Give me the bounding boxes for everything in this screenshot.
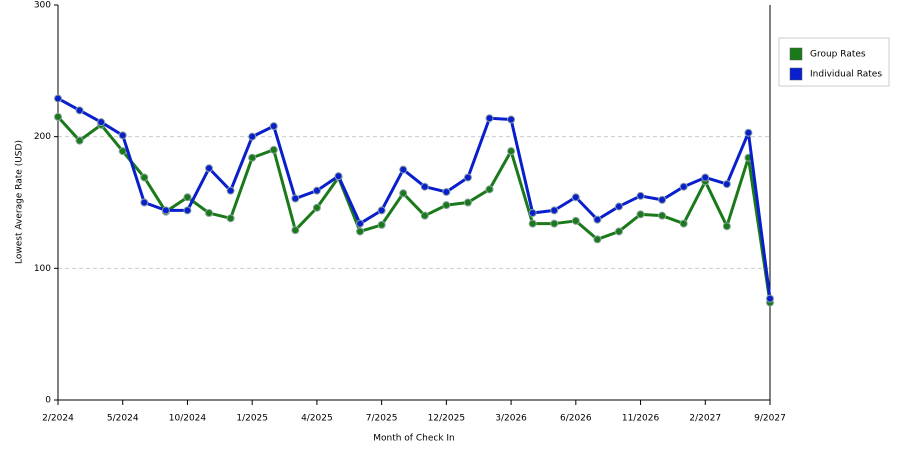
point	[183, 206, 192, 215]
x-tick-label: 6/2026	[560, 414, 592, 424]
point	[485, 114, 494, 123]
point	[679, 182, 688, 191]
point	[312, 203, 321, 212]
y-tick-label: 200	[34, 132, 51, 142]
point	[248, 132, 257, 141]
point	[269, 145, 278, 154]
legend-swatch	[789, 67, 803, 81]
point	[766, 294, 774, 303]
x-tick-label: 7/2025	[366, 414, 398, 424]
point	[377, 206, 386, 215]
point	[658, 211, 667, 220]
point	[226, 186, 235, 195]
point	[140, 198, 149, 207]
point	[658, 195, 667, 204]
x-tick-label: 10/2024	[169, 414, 207, 424]
point	[183, 193, 192, 202]
point	[528, 219, 537, 228]
x-axis-title: Month of Check In	[373, 434, 455, 444]
legend-swatch	[789, 47, 803, 61]
y-axis-title: Lowest Average Rate (USD)	[15, 140, 25, 264]
x-tick-label: 3/2026	[495, 414, 527, 424]
x-tick-label: 4/2025	[301, 414, 333, 424]
point	[54, 112, 62, 121]
point	[571, 193, 580, 202]
point	[356, 227, 365, 236]
point	[571, 216, 580, 225]
point	[75, 106, 84, 115]
point	[701, 173, 710, 182]
point	[399, 189, 408, 198]
y-tick-label: 300	[34, 1, 51, 11]
x-tick-label: 5/2024	[107, 414, 139, 424]
point	[593, 235, 602, 244]
point	[463, 198, 472, 207]
point	[528, 209, 537, 218]
point	[118, 147, 127, 156]
point	[291, 226, 300, 235]
point	[205, 209, 214, 218]
point	[75, 136, 84, 145]
point	[636, 191, 645, 200]
point	[399, 165, 408, 174]
x-tick-label: 2/2027	[689, 414, 721, 424]
legend-label: Individual Rates	[810, 70, 882, 80]
y-tick-label: 100	[34, 264, 51, 274]
point	[550, 206, 559, 215]
point	[291, 194, 300, 203]
x-tick-label: 2/2024	[42, 414, 74, 424]
point	[420, 182, 429, 191]
point	[118, 131, 127, 140]
point	[679, 219, 688, 228]
point	[54, 94, 62, 103]
point	[140, 173, 149, 182]
point	[161, 206, 170, 215]
point	[334, 172, 343, 181]
x-tick-label: 1/2025	[236, 414, 268, 424]
point	[442, 201, 451, 210]
point	[614, 227, 623, 236]
point	[744, 128, 753, 137]
point	[377, 220, 386, 229]
point	[550, 219, 559, 228]
point	[269, 122, 278, 131]
point	[722, 180, 731, 189]
point	[442, 187, 451, 196]
point	[312, 186, 321, 195]
point	[507, 147, 516, 156]
point	[507, 115, 516, 124]
point	[593, 215, 602, 224]
legend-label: Group Rates	[810, 50, 866, 60]
point	[205, 164, 214, 173]
point	[226, 214, 235, 223]
point	[485, 185, 494, 194]
point	[463, 173, 472, 182]
point	[420, 211, 429, 220]
point	[248, 153, 257, 162]
y-tick-label: 0	[45, 396, 51, 406]
series-line	[57, 97, 772, 299]
point	[97, 118, 106, 127]
point	[722, 222, 731, 231]
point	[636, 210, 645, 219]
point	[356, 219, 365, 228]
x-tick-label: 11/2026	[622, 414, 660, 424]
x-tick-label: 9/2027	[754, 414, 786, 424]
x-tick-label: 12/2025	[428, 414, 465, 424]
point	[614, 202, 623, 211]
series-line	[56, 115, 772, 303]
